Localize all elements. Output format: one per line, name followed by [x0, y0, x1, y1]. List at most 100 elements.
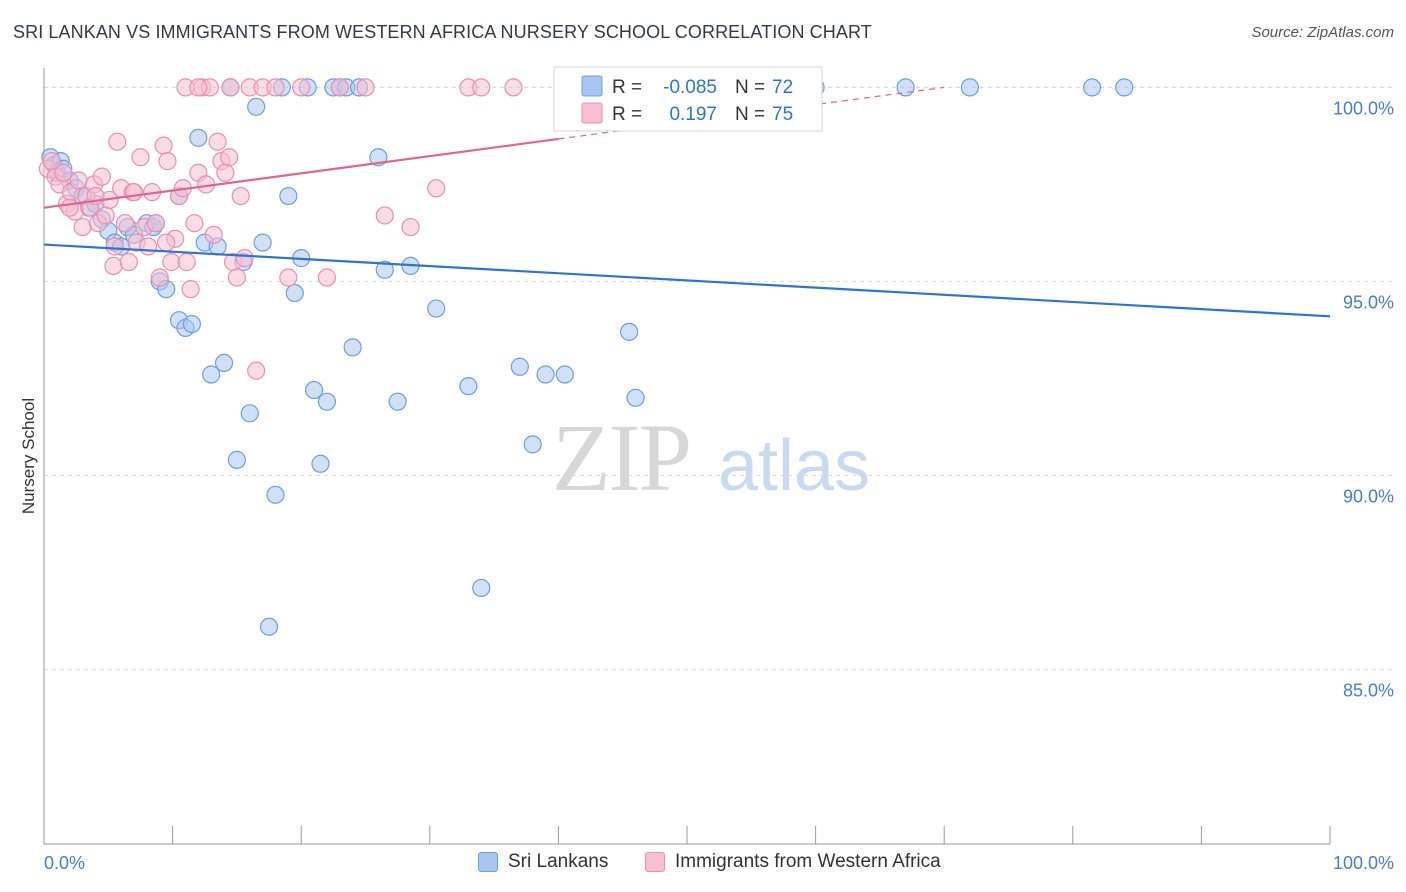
western-africa-point: [330, 78, 349, 97]
western-africa-point: [472, 78, 491, 97]
chart-title: SRI LANKAN VS IMMIGRANTS FROM WESTERN AF…: [13, 22, 872, 42]
sri-lankan-point: [214, 353, 234, 372]
western-africa-point: [146, 214, 165, 233]
western-africa-point: [73, 217, 92, 237]
y-tick-labels: 100.0% 95.0% 90.0% 85.0%: [1333, 98, 1394, 700]
axes: [43, 68, 1331, 845]
western-africa-point: [401, 217, 420, 237]
trend-lines: [43, 86, 1331, 318]
sri-lankan-point: [523, 435, 542, 454]
western-africa-point: [54, 163, 73, 182]
legend-n-label-pink: N =: [735, 104, 765, 125]
sri-lankan-point: [279, 186, 298, 206]
sri-lankan-point: [427, 299, 446, 318]
legend-n-value-pink: 75: [772, 104, 793, 125]
western-africa-point: [204, 225, 223, 244]
western-africa-point: [162, 252, 181, 272]
legend-label-sri-lankans: Sri Lankans: [508, 851, 609, 872]
sri-lankan-point: [253, 233, 272, 252]
y-tick-label: 100.0%: [1333, 98, 1394, 118]
western-africa-point: [115, 214, 135, 233]
legend-swatch-blue: [581, 75, 603, 97]
trend-line-western-africa-extension: [558, 86, 945, 140]
trend-line-western-africa: [43, 137, 559, 209]
western-africa-point: [60, 198, 79, 217]
legend-r-label-pink: R =: [612, 104, 642, 125]
trend-line-sri-lankans: [43, 243, 1331, 318]
western-africa-point: [177, 252, 196, 272]
sri-lankan-point: [620, 322, 639, 341]
sri-lankan-point: [536, 365, 555, 384]
legend-item-sri-lankans: Sri Lankans: [478, 851, 608, 873]
western-africa-point: [279, 268, 298, 287]
legend-swatch-western-africa: [645, 852, 665, 872]
sri-lankan-point: [626, 388, 645, 407]
sri-lankan-point: [227, 450, 246, 469]
sri-lankan-point: [304, 380, 324, 400]
western-africa-point: [231, 186, 250, 206]
legend-swatch-sri-lankans: [478, 852, 498, 872]
sri-lankan-point: [247, 97, 266, 116]
sri-lankan-point: [555, 365, 574, 384]
y-tick-label: 95.0%: [1343, 292, 1394, 312]
sri-lankan-point: [240, 404, 259, 423]
western-africa-point: [216, 163, 235, 182]
sri-lankan-point: [388, 392, 407, 411]
legend-r-value-pink: 0.197: [669, 104, 717, 125]
sri-lankan-point: [375, 260, 394, 279]
sri-lankan-point: [510, 357, 529, 376]
western-africa-point: [158, 152, 177, 171]
x-tick-label-min: 0.0%: [44, 853, 85, 873]
sri-lankan-point: [1082, 78, 1102, 97]
western-africa-point: [104, 256, 123, 275]
western-africa-point: [235, 249, 254, 268]
stats-legend: R = -0.085 N = 72 R = 0.197 N = 75: [553, 66, 823, 132]
sri-lankan-point: [266, 485, 285, 504]
western-africa-point: [504, 78, 523, 97]
sri-lankan-point: [182, 314, 201, 334]
western-africa-point: [247, 361, 266, 380]
sri-lankan-point: [1115, 78, 1134, 97]
legend-n-value-blue: 72: [772, 77, 793, 98]
western-africa-point: [150, 268, 169, 287]
y-tick-label: 90.0%: [1343, 486, 1394, 506]
watermark: ZIP atlas: [552, 404, 870, 511]
series-legend: Sri Lankans Immigrants from Western Afri…: [0, 851, 1406, 879]
legend-item-western-africa: Immigrants from Western Africa: [645, 851, 941, 873]
sri-lankan-point: [472, 578, 491, 598]
x-tick-label-max: 100.0%: [1333, 853, 1394, 873]
legend-n-label-blue: N =: [735, 77, 765, 98]
western-africa-point: [427, 179, 446, 198]
western-africa-point: [119, 252, 138, 272]
sri-lankan-point: [285, 283, 304, 303]
western-africa-point: [181, 280, 200, 299]
western-africa-point: [139, 237, 158, 256]
watermark-zip: ZIP: [552, 404, 690, 511]
western-africa-point: [157, 233, 176, 252]
western-africa-point: [220, 148, 239, 167]
y-tick-label: 85.0%: [1343, 680, 1394, 700]
western-africa-point: [227, 268, 246, 287]
watermark-atlas: atlas: [718, 426, 870, 506]
western-africa-point: [92, 167, 111, 186]
sri-lankan-point: [960, 78, 980, 97]
gridlines: [44, 86, 1394, 670]
sri-lankan-point: [459, 377, 478, 396]
sri-lankan-point: [311, 454, 330, 473]
western-africa-point: [189, 78, 208, 97]
sri-lankans-points: [41, 78, 1134, 636]
western-africa-point: [317, 268, 337, 287]
legend-r-label-blue: R =: [612, 77, 642, 98]
western-africa-point: [375, 206, 394, 225]
sri-lankan-point: [343, 338, 362, 357]
western-africa-point: [154, 136, 173, 155]
western-africa-point: [124, 183, 144, 202]
western-africa-point: [105, 237, 124, 256]
sri-lankan-point: [317, 392, 337, 411]
legend-r-value-blue: -0.085: [663, 77, 717, 98]
western-africa-point: [221, 78, 240, 97]
legend-swatch-pink: [581, 102, 603, 124]
source-credit: Source: ZipAtlas.com: [1251, 24, 1394, 41]
western-africa-point: [131, 148, 150, 167]
